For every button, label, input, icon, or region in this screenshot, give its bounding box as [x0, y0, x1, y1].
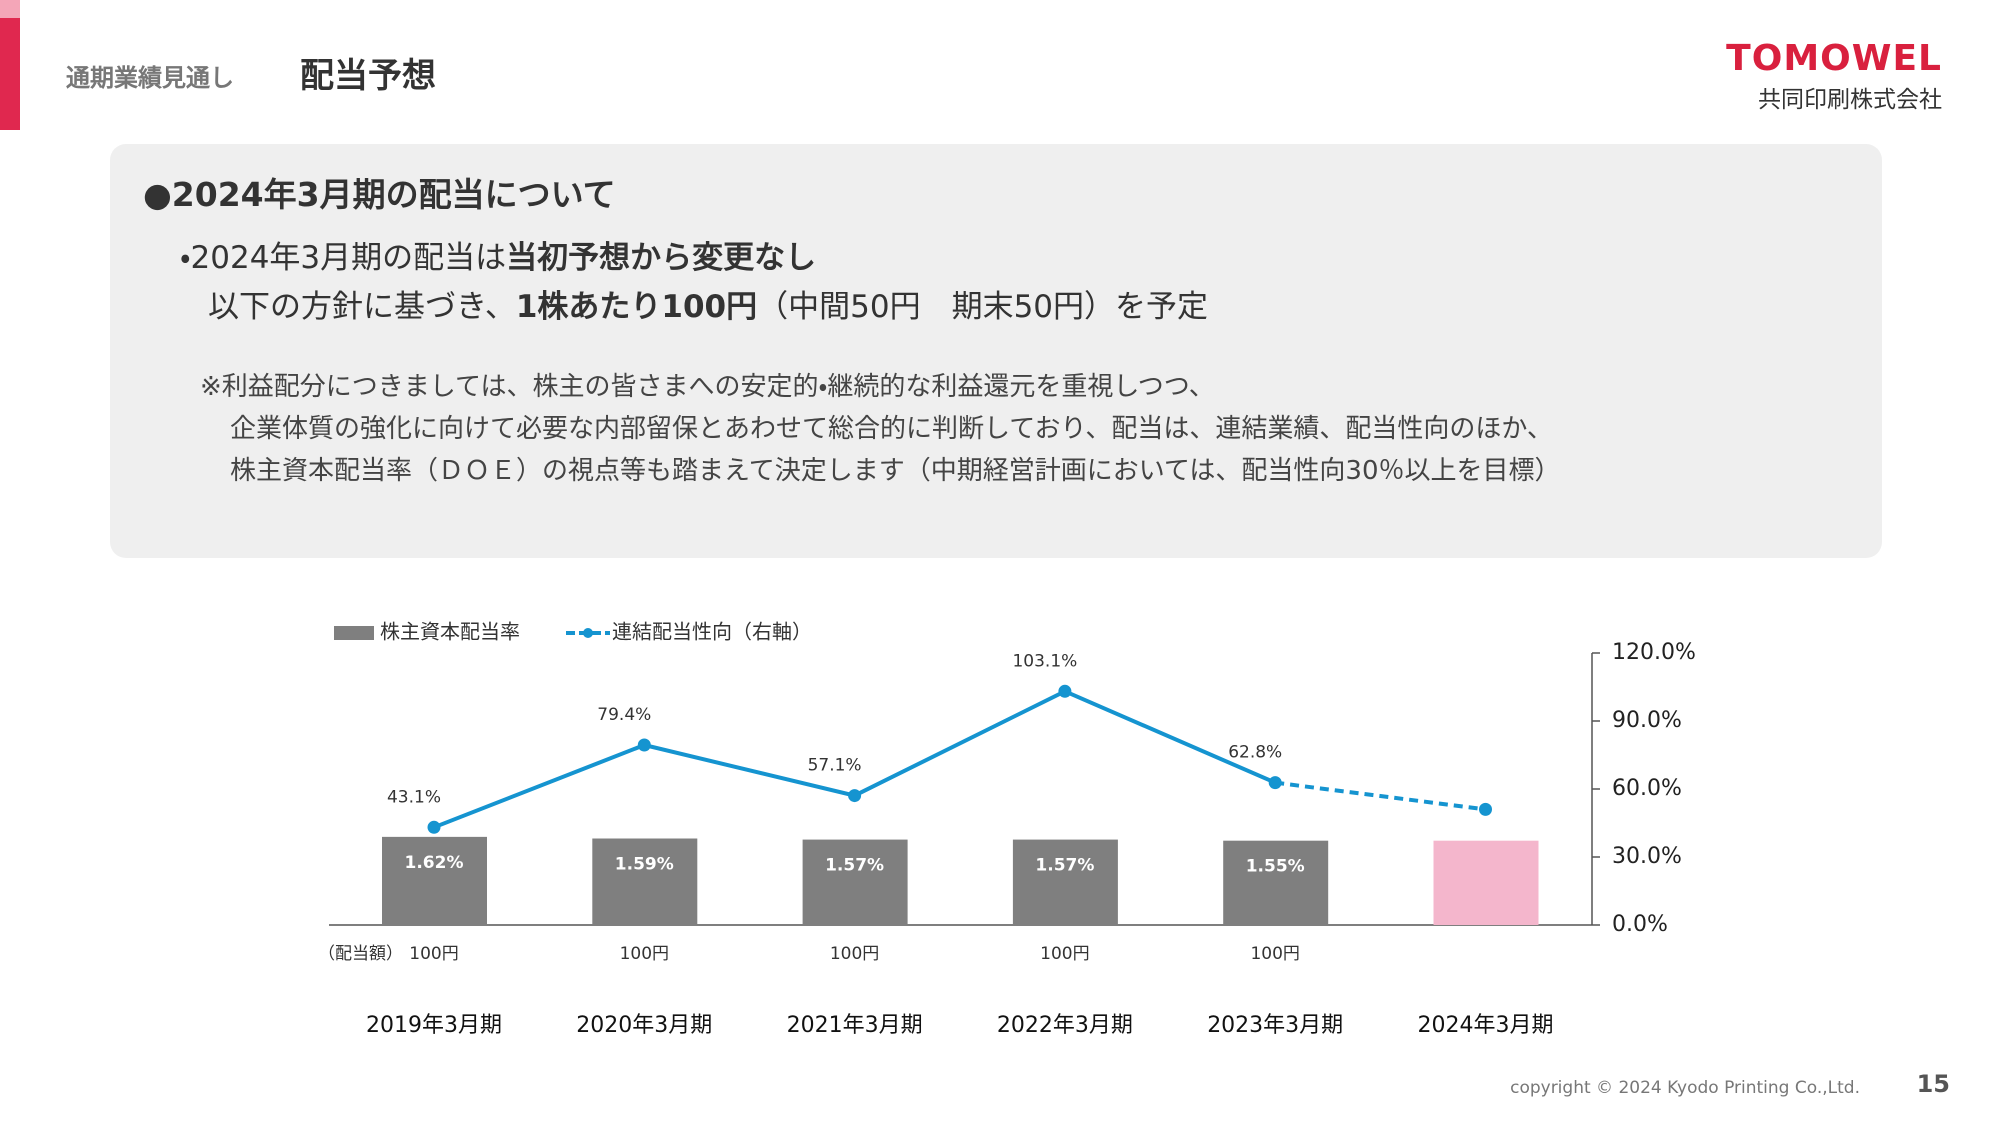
legend-label: 株主資本配当率	[380, 620, 520, 644]
bar-label: 1.57%	[1035, 856, 1094, 876]
x-tick-label: 2024年3月期	[1418, 1013, 1554, 1038]
x-tick-label: 2021年3月期	[787, 1013, 923, 1038]
page-title: 配当予想	[300, 56, 436, 96]
y2-tick-label: 90.0%	[1612, 708, 1682, 733]
bar	[1012, 839, 1118, 925]
note-line: 株主資本配当率（ＤＯＥ）の視点等も踏まえて決定します（中期経営計画においては、配…	[230, 456, 1561, 486]
line-point	[637, 738, 651, 752]
line-label: 79.4%	[597, 705, 651, 725]
legend-label: 連結配当性向（右軸）	[612, 620, 812, 644]
dividend-amount: 100円	[620, 944, 669, 964]
bar-label: 1.55%	[1246, 857, 1305, 877]
line-point	[1479, 802, 1492, 816]
logo-company: 共同印刷株式会社	[1758, 87, 1942, 113]
y2-tick-label: 120.0%	[1612, 640, 1696, 665]
accent-cap	[0, 0, 20, 18]
y2-tick-label: 0.0%	[1612, 912, 1668, 937]
notice-line: 以下の方針に基づき、1株あたり100円（中間50円 期末50円）を予定	[208, 281, 1208, 326]
line-label: 57.1%	[808, 756, 862, 776]
line-label: 62.8%	[1228, 743, 1282, 763]
page-number: 15	[1916, 1070, 1950, 1098]
bar	[1433, 840, 1539, 925]
dividend-amount: 100円	[830, 944, 879, 964]
legend-swatch	[334, 626, 374, 640]
line	[1274, 780, 1486, 812]
line-point	[1268, 776, 1282, 790]
bar	[802, 839, 908, 925]
bar-label: 1.62%	[405, 853, 464, 873]
y2-tick-label: 30.0%	[1612, 844, 1682, 869]
notice-text: （中間50円 期末50円）を予定	[757, 289, 1209, 325]
accent-bar	[0, 0, 20, 130]
section-label: 通期業績見通し	[66, 64, 234, 92]
dividend-amount: 100円	[409, 944, 458, 964]
bar-label: 1.59%	[615, 855, 674, 875]
line-point	[848, 789, 862, 803]
bar	[592, 838, 698, 925]
notice-text: ・2024年3月期の配当は	[180, 240, 507, 276]
copyright: copyright © 2024 Kyodo Printing Co.,Ltd.	[1510, 1078, 1860, 1098]
note-line: 企業体質の強化に向けて必要な内部留保とあわせて総合的に判断しており、配当は、連結…	[230, 414, 1553, 444]
dividend-label: （配当額）	[318, 944, 403, 964]
notice-text: 以下の方針に基づき、	[208, 289, 516, 325]
note-line: ※利益配分につきましては、株主の皆さまへの安定的・継続的な利益還元を重視しつつ、	[200, 372, 1215, 402]
legend-swatch	[583, 628, 593, 638]
x-tick-label: 2020年3月期	[576, 1013, 712, 1038]
x-tick-label: 2019年3月期	[366, 1013, 502, 1038]
notice-line: ・2024年3月期の配当は当初予想から変更なし	[180, 232, 816, 277]
bar	[382, 836, 487, 925]
line-point	[1058, 684, 1072, 698]
line-label: 43.1%	[387, 787, 441, 807]
line-point	[427, 820, 441, 834]
x-tick-label: 2023年3月期	[1207, 1013, 1343, 1038]
logo-brand: TOMOWEL	[1726, 38, 1942, 79]
line-label: 103.1%	[1012, 651, 1077, 671]
x-tick-label: 2022年3月期	[997, 1013, 1133, 1038]
notice-text: 当初予想から変更なし	[506, 240, 817, 276]
notice-heading: ●2024年3月期の配当について	[143, 175, 616, 214]
bar	[1223, 840, 1329, 925]
bar-label: 1.57%	[825, 856, 884, 876]
notice-box	[110, 144, 1882, 558]
notice-text: 1株あたり100円	[515, 289, 758, 325]
y2-tick-label: 60.0%	[1612, 776, 1682, 801]
dividend-amount: 100円	[1040, 944, 1089, 964]
dividend-amount: 100円	[1250, 944, 1299, 964]
